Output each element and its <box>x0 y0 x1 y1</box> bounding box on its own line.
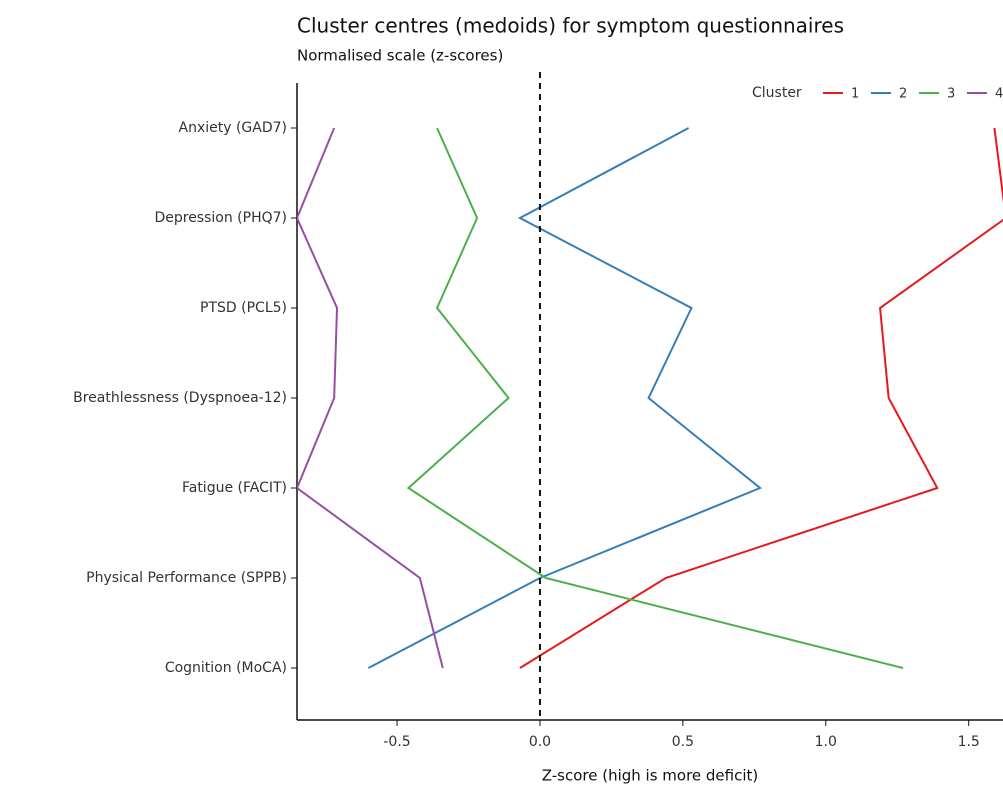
legend-label: 1 <box>851 87 859 102</box>
legend-label: 2 <box>899 87 907 102</box>
x-axis-label: Z-score (high is more deficit) <box>542 767 759 785</box>
legend-title: Cluster <box>752 85 802 101</box>
y-tick-label: PTSD (PCL5) <box>200 300 287 316</box>
y-tick-label: Breathlessness (Dyspnoea-12) <box>73 390 287 406</box>
x-tick-label: -0.5 <box>383 734 410 750</box>
y-tick-label: Anxiety (GAD7) <box>179 120 288 136</box>
x-tick-label: 1.0 <box>815 734 837 750</box>
legend-label: 3 <box>947 87 955 102</box>
x-tick-label: 1.5 <box>958 734 980 750</box>
series-line <box>406 127 904 669</box>
plot-area <box>297 127 1003 669</box>
chart-title: Cluster centres (medoids) for symptom qu… <box>297 14 844 38</box>
series-line <box>367 127 762 669</box>
x-tick-label: 0.5 <box>672 734 694 750</box>
y-tick-label: Depression (PHQ7) <box>154 210 287 226</box>
x-tick-label: 0.0 <box>529 734 551 750</box>
legend-label: 4 <box>995 87 1003 102</box>
chart-subtitle: Normalised scale (z-scores) <box>297 47 503 65</box>
y-tick-label: Cognition (MoCA) <box>165 660 287 676</box>
y-tick-label: Physical Performance (SPPB) <box>86 570 287 586</box>
series-line <box>297 127 444 669</box>
series-line <box>519 127 1003 669</box>
y-tick-label: Fatigue (FACIT) <box>182 480 287 496</box>
